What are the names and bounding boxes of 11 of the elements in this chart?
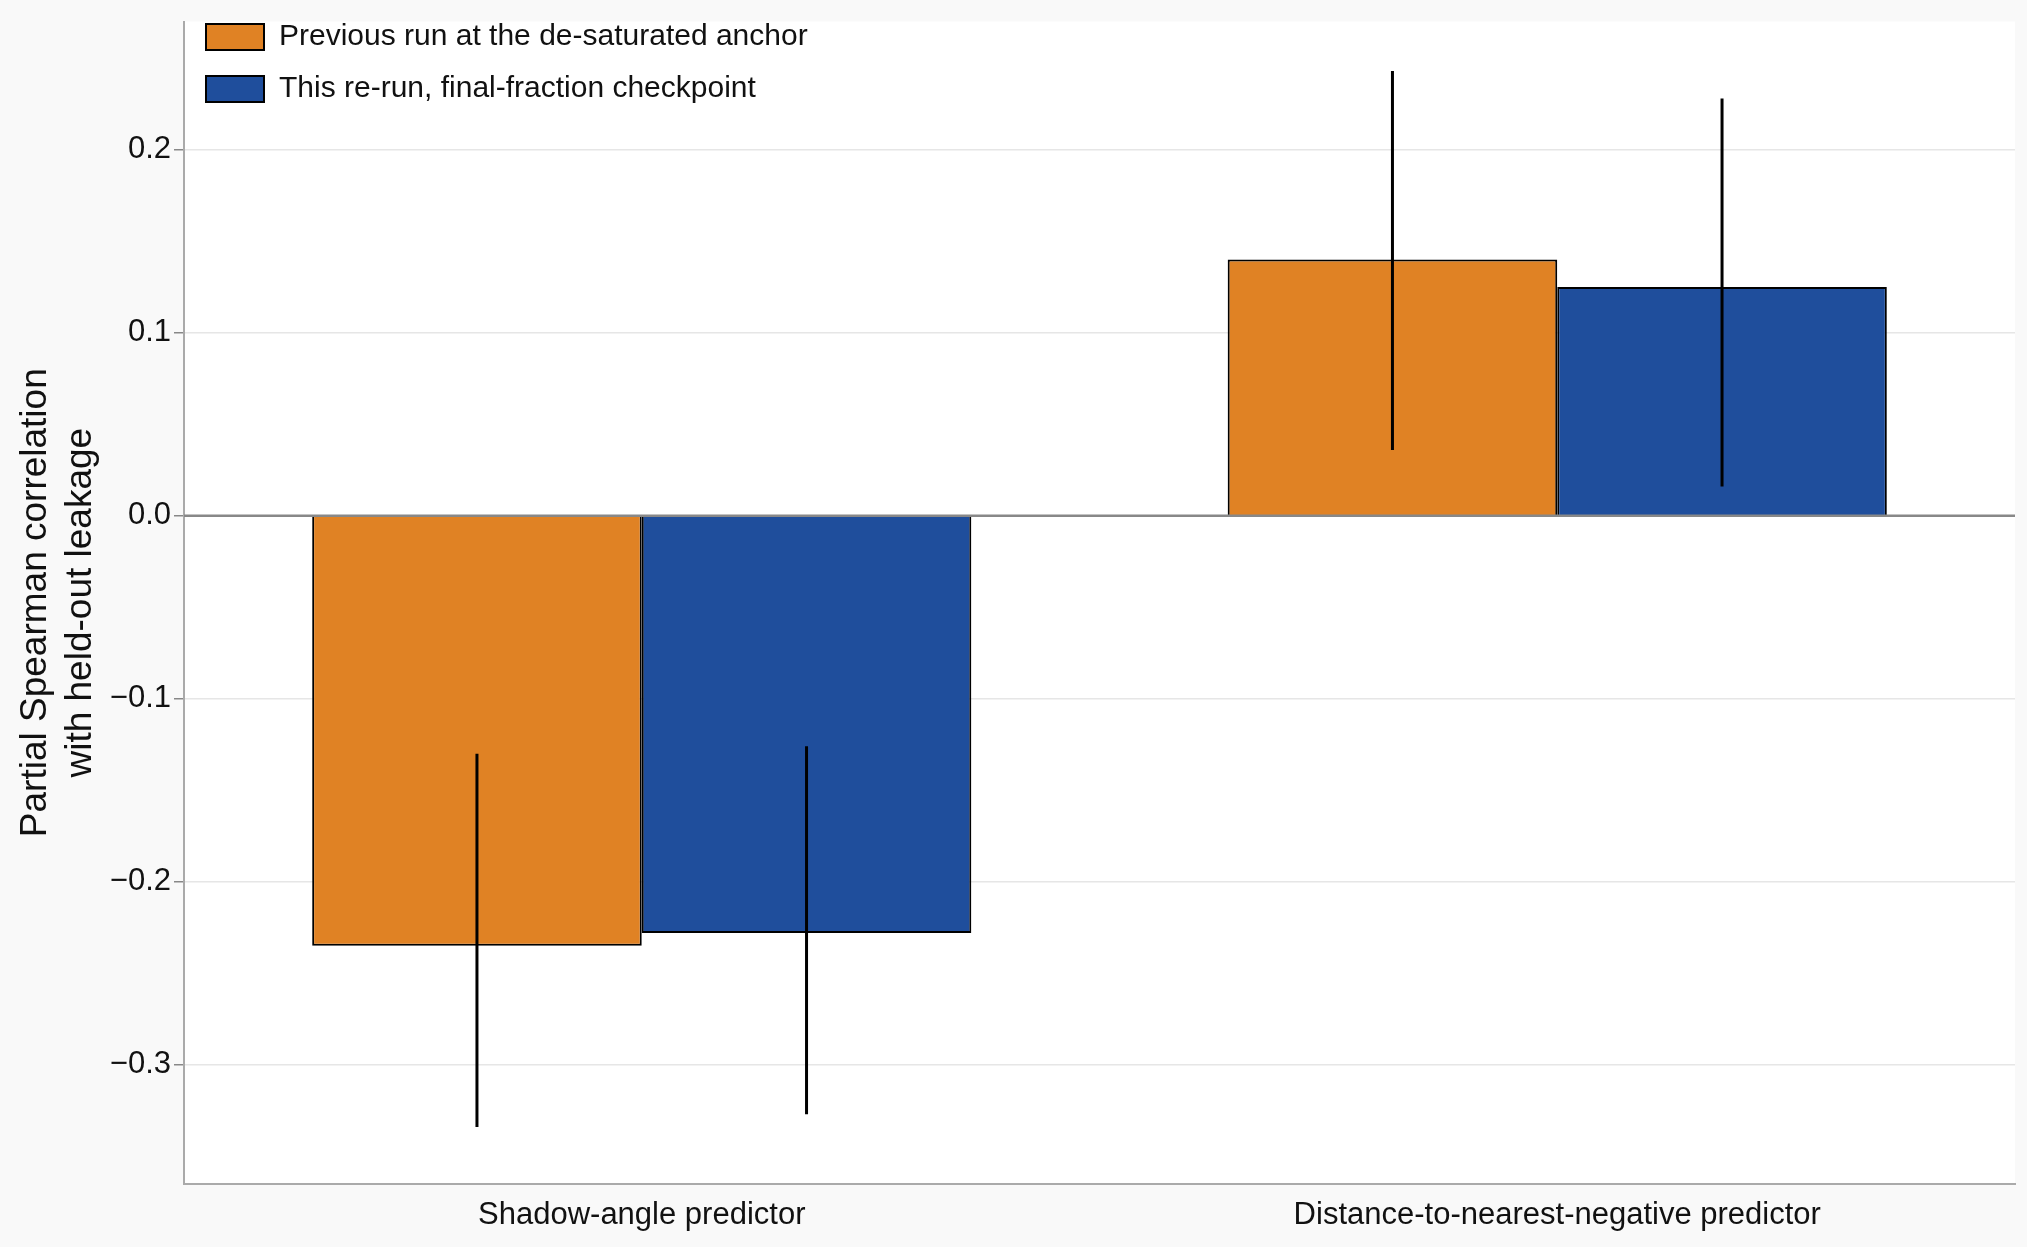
y-tick-label: 0.1 — [127, 313, 171, 349]
x-tick-label: Distance-to-nearest-negative predictor — [1293, 1195, 1821, 1231]
y-tick-label: −0.2 — [109, 862, 171, 898]
y-axis-title: Partial Spearman correlation with held-out leakage — [13, 368, 99, 838]
legend-label: This re-run, final-fraction checkpoint — [279, 70, 757, 104]
legend-label: Previous run at the de-saturated anchor — [279, 18, 808, 52]
y-tick-label: 0.2 — [127, 130, 171, 166]
x-tick-label: Shadow-angle predictor — [478, 1195, 806, 1231]
y-tick-label: −0.3 — [109, 1045, 171, 1081]
y-tick-label: −0.1 — [109, 679, 171, 715]
y-tick-label: 0.0 — [127, 496, 171, 532]
